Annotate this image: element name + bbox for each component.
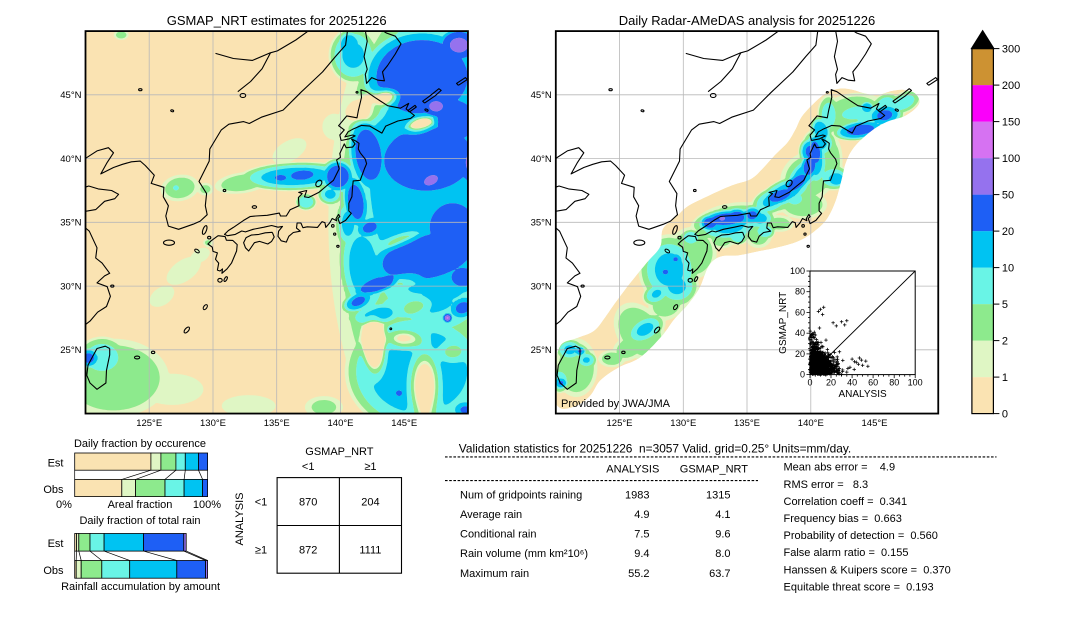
svg-text:45°N: 45°N	[531, 90, 552, 101]
svg-text:1111: 1111	[359, 545, 381, 557]
svg-text:Obs: Obs	[43, 565, 64, 577]
svg-text:20: 20	[795, 349, 805, 359]
svg-text:False alarm ratio = 0.155: False alarm ratio = 0.155	[784, 547, 909, 559]
svg-text:45°N: 45°N	[60, 90, 81, 101]
svg-text:Daily fraction by occurence: Daily fraction by occurence	[74, 438, 206, 450]
svg-text:0: 0	[1002, 409, 1008, 421]
svg-text:25°N: 25°N	[60, 345, 81, 356]
svg-text:RMS error = 8.3: RMS error = 8.3	[784, 479, 869, 491]
svg-text:Rain volume (mm km²10⁶): Rain volume (mm km²10⁶)	[460, 548, 588, 560]
svg-text:1: 1	[1002, 372, 1008, 384]
svg-text:Equitable threat score = 0.19: Equitable threat score = 0.193	[784, 581, 934, 593]
svg-text:872: 872	[299, 545, 317, 557]
svg-text:Daily Radar-AMeDAS analysis fo: Daily Radar-AMeDAS analysis for 20251226	[619, 13, 876, 28]
svg-text:10: 10	[1002, 263, 1014, 275]
svg-text:125°E: 125°E	[607, 418, 633, 429]
svg-text:Correlation coeff = 0.341: Correlation coeff = 0.341	[784, 496, 908, 508]
svg-text:145°E: 145°E	[391, 418, 417, 429]
svg-text:8.0: 8.0	[715, 548, 730, 560]
svg-text:130°E: 130°E	[200, 418, 226, 429]
svg-text:40°N: 40°N	[531, 154, 552, 165]
svg-text:Maximum rain: Maximum rain	[460, 568, 529, 580]
svg-text:Hanssen & Kuipers score = 0.3: Hanssen & Kuipers score = 0.370	[784, 564, 951, 576]
svg-text:Num of gridpoints raining: Num of gridpoints raining	[460, 489, 582, 501]
svg-text:GSMAP_NRT: GSMAP_NRT	[680, 464, 749, 476]
svg-text:80: 80	[889, 378, 899, 388]
svg-text:1983: 1983	[625, 489, 649, 501]
svg-text:Est: Est	[48, 458, 64, 470]
svg-text:ANALYSIS: ANALYSIS	[606, 464, 659, 476]
svg-text:35°N: 35°N	[60, 218, 81, 229]
svg-text:Provided by JWA/JMA: Provided by JWA/JMA	[561, 398, 671, 410]
svg-text:20: 20	[826, 378, 836, 388]
svg-text:60: 60	[868, 378, 878, 388]
svg-text:150: 150	[1002, 117, 1020, 129]
svg-text:<1: <1	[302, 461, 315, 473]
svg-text:ANALYSIS: ANALYSIS	[839, 389, 887, 400]
svg-text:≥1: ≥1	[255, 545, 267, 557]
svg-text:140°E: 140°E	[798, 418, 824, 429]
svg-text:Validation statistics for 2025: Validation statistics for 20251226 n=305…	[459, 442, 851, 456]
svg-text:4.9: 4.9	[634, 509, 649, 521]
svg-text:60: 60	[795, 307, 805, 317]
svg-text:1315: 1315	[706, 489, 730, 501]
svg-text:5: 5	[1002, 299, 1008, 311]
svg-text:Average rain: Average rain	[460, 509, 522, 521]
svg-text:135°E: 135°E	[734, 418, 760, 429]
svg-text:2: 2	[1002, 336, 1008, 348]
svg-text:9.4: 9.4	[634, 548, 649, 560]
svg-text:GSMAP_NRT: GSMAP_NRT	[778, 292, 789, 354]
svg-text:35°N: 35°N	[531, 218, 552, 229]
svg-text:7.5: 7.5	[634, 529, 649, 541]
svg-text:870: 870	[299, 497, 317, 509]
svg-text:40: 40	[847, 378, 857, 388]
svg-text:200: 200	[1002, 80, 1020, 92]
svg-text:100: 100	[790, 266, 805, 276]
svg-text:Probability of detection = 0.: Probability of detection = 0.560	[784, 530, 938, 542]
svg-text:Areal fraction: Areal fraction	[108, 499, 173, 511]
svg-text:Est: Est	[48, 538, 64, 550]
svg-text:145°E: 145°E	[862, 418, 888, 429]
svg-text:63.7: 63.7	[709, 568, 730, 580]
svg-text:30°N: 30°N	[531, 281, 552, 292]
svg-text:Mean abs error = 4.9: Mean abs error = 4.9	[784, 462, 896, 474]
svg-text:300: 300	[1002, 44, 1020, 56]
svg-text:GSMAP_NRT estimates for 202512: GSMAP_NRT estimates for 20251226	[167, 13, 387, 28]
svg-text:55.2: 55.2	[628, 568, 649, 580]
svg-text:9.6: 9.6	[715, 529, 730, 541]
svg-text:125°E: 125°E	[136, 418, 162, 429]
svg-text:GSMAP_NRT: GSMAP_NRT	[305, 446, 374, 458]
svg-text:Rainfall accumulation by amoun: Rainfall accumulation by amount	[61, 581, 220, 593]
svg-text:40: 40	[795, 328, 805, 338]
svg-text:135°E: 135°E	[264, 418, 290, 429]
svg-text:20: 20	[1002, 226, 1014, 238]
svg-text:50: 50	[1002, 190, 1014, 202]
svg-text:40°N: 40°N	[60, 154, 81, 165]
svg-text:140°E: 140°E	[328, 418, 354, 429]
svg-text:Obs: Obs	[43, 484, 64, 496]
svg-text:100%: 100%	[193, 499, 221, 511]
svg-text:0: 0	[807, 378, 812, 388]
svg-text:Conditional rain: Conditional rain	[460, 529, 536, 541]
svg-text:<1: <1	[255, 497, 268, 509]
svg-text:≥1: ≥1	[364, 461, 376, 473]
svg-text:Frequency bias = 0.663: Frequency bias = 0.663	[784, 513, 902, 525]
svg-text:30°N: 30°N	[60, 281, 81, 292]
svg-text:100: 100	[1002, 153, 1020, 165]
svg-text:25°N: 25°N	[531, 345, 552, 356]
svg-text:0%: 0%	[56, 499, 72, 511]
svg-text:Daily fraction of total rain: Daily fraction of total rain	[79, 515, 200, 527]
svg-text:130°E: 130°E	[670, 418, 696, 429]
svg-text:204: 204	[361, 497, 379, 509]
svg-text:80: 80	[795, 287, 805, 297]
svg-text:4.1: 4.1	[715, 509, 730, 521]
svg-text:100: 100	[908, 378, 923, 388]
svg-text:0: 0	[800, 370, 805, 380]
svg-text:ANALYSIS: ANALYSIS	[234, 493, 246, 546]
